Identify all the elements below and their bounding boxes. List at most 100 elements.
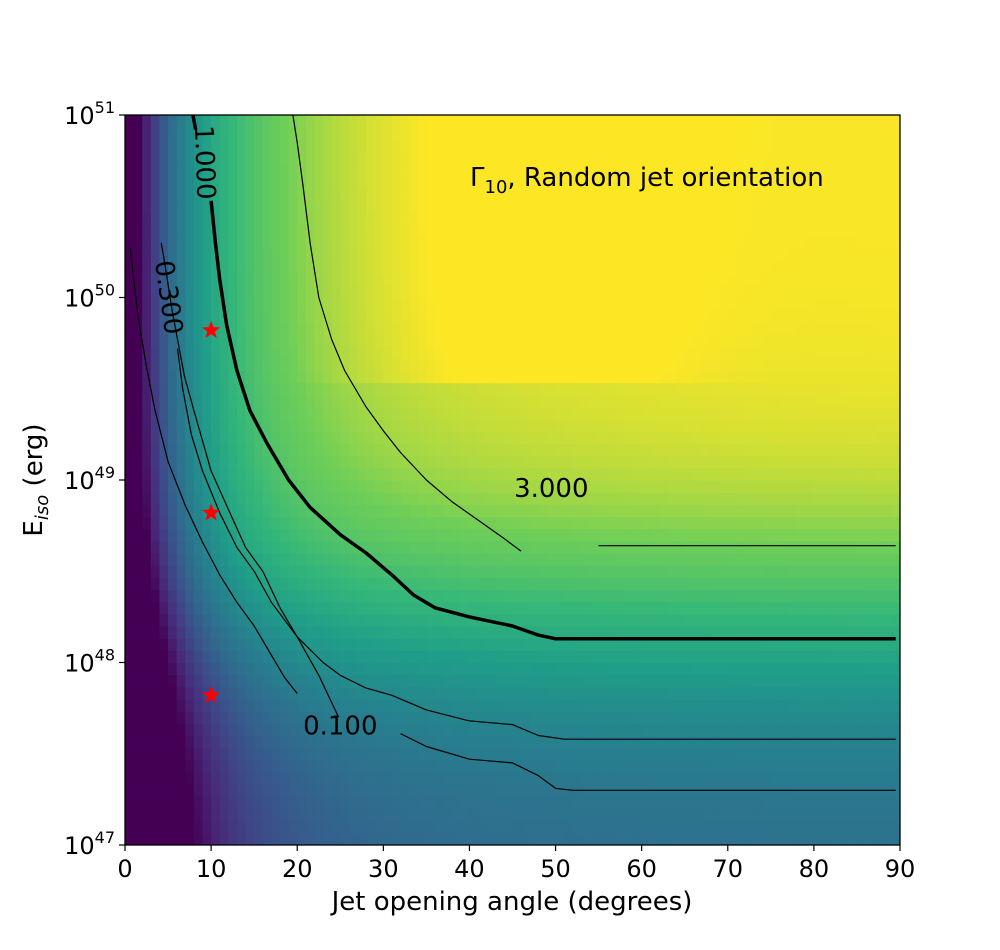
heatmap-cell — [572, 127, 582, 140]
heatmap-cell — [564, 735, 574, 749]
heatmap-cell — [598, 188, 608, 201]
heatmap-cell — [202, 346, 212, 359]
heatmap-cell — [572, 151, 582, 165]
heatmap-cell — [762, 492, 772, 505]
heatmap-cell — [426, 248, 436, 262]
heatmap-cell — [615, 553, 626, 566]
heatmap-cell — [555, 796, 565, 810]
heatmap-cell — [684, 309, 694, 323]
heatmap-cell — [185, 431, 195, 445]
heatmap-cell — [168, 674, 178, 688]
heatmap-cell — [581, 358, 591, 372]
heatmap-cell — [615, 601, 626, 615]
heatmap-cell — [426, 650, 436, 664]
heatmap-cell — [779, 796, 789, 810]
heatmap-cell — [150, 711, 161, 724]
heatmap-cell — [133, 188, 143, 201]
heatmap-cell — [211, 297, 221, 311]
heatmap-cell — [641, 723, 651, 737]
heatmap-cell — [736, 589, 746, 603]
heatmap-cell — [590, 273, 600, 286]
heatmap-cell — [409, 273, 419, 286]
heatmap-cell — [159, 796, 169, 810]
heatmap-cell — [340, 492, 350, 505]
heatmap-cell — [202, 480, 212, 493]
heatmap-cell — [348, 528, 359, 542]
heatmap-cell — [202, 248, 212, 262]
heatmap-cell — [185, 540, 195, 554]
heatmap-cell — [435, 540, 445, 554]
heatmap-cell — [125, 188, 135, 201]
heatmap-cell — [710, 370, 720, 384]
heatmap-cell — [590, 516, 600, 530]
heatmap-cell — [529, 273, 539, 286]
heatmap-cell — [236, 492, 247, 505]
heatmap-cell — [366, 626, 376, 639]
heatmap-cell — [452, 686, 462, 700]
heatmap-cell — [150, 516, 161, 530]
heatmap-cell — [305, 784, 316, 797]
heatmap-cell — [469, 735, 479, 749]
heatmap-cell — [314, 175, 324, 189]
heatmap-cell — [202, 589, 212, 603]
heatmap-cell — [701, 711, 712, 724]
heatmap-cell — [486, 285, 496, 299]
heatmap-cell — [658, 699, 669, 712]
heatmap-cell — [348, 699, 359, 712]
heatmap-cell — [736, 613, 746, 627]
heatmap-cell — [409, 443, 419, 457]
heatmap-cell — [633, 309, 643, 323]
heatmap-cell — [125, 674, 135, 688]
heatmap-cell — [478, 480, 488, 493]
heatmap-cell — [142, 565, 152, 578]
heatmap-cell — [297, 662, 307, 676]
heatmap-cell — [813, 686, 824, 700]
heatmap-cell — [297, 309, 307, 323]
heatmap-cell — [676, 601, 686, 615]
heatmap-cell — [460, 553, 471, 566]
heatmap-cell — [409, 248, 419, 262]
heatmap-cell — [228, 565, 238, 578]
heatmap-cell — [478, 285, 488, 299]
heatmap-cell — [211, 808, 221, 822]
heatmap-cell — [822, 394, 832, 408]
heatmap-cell — [271, 772, 281, 785]
heatmap-cell — [676, 188, 686, 201]
heatmap-cell — [245, 431, 255, 445]
heatmap-cell — [710, 504, 720, 518]
heatmap-cell — [185, 285, 195, 299]
heatmap-cell — [409, 297, 419, 311]
heatmap-cell — [615, 577, 626, 591]
heatmap-cell — [185, 297, 195, 311]
heatmap-cell — [538, 309, 548, 323]
heatmap-cell — [503, 565, 514, 578]
heatmap-cell — [340, 321, 350, 335]
heatmap-cell — [667, 711, 677, 724]
heatmap-cell — [125, 553, 135, 566]
heatmap-cell — [727, 662, 737, 676]
heatmap-cell — [357, 188, 367, 201]
heatmap-cell — [788, 188, 798, 201]
heatmap-cell — [598, 382, 608, 396]
heatmap-cell — [667, 382, 677, 396]
heatmap-cell — [633, 297, 643, 311]
heatmap-cell — [460, 443, 471, 457]
heatmap-cell — [443, 346, 453, 359]
heatmap-cell — [788, 528, 798, 542]
heatmap-cell — [503, 407, 514, 420]
heatmap-cell — [779, 443, 789, 457]
heatmap-cell — [762, 419, 772, 432]
heatmap-cell — [495, 346, 505, 359]
heatmap-cell — [340, 723, 350, 737]
heatmap-cell — [598, 553, 608, 566]
heatmap-cell — [271, 626, 281, 639]
heatmap-cell — [788, 589, 798, 603]
heatmap-cell — [727, 346, 737, 359]
heatmap-cell — [435, 565, 445, 578]
heatmap-cell — [305, 370, 316, 384]
heatmap-cell — [693, 796, 703, 810]
heatmap-cell — [633, 431, 643, 445]
heatmap-cell — [762, 747, 772, 761]
heatmap-cell — [357, 589, 367, 603]
heatmap-cell — [331, 163, 341, 177]
